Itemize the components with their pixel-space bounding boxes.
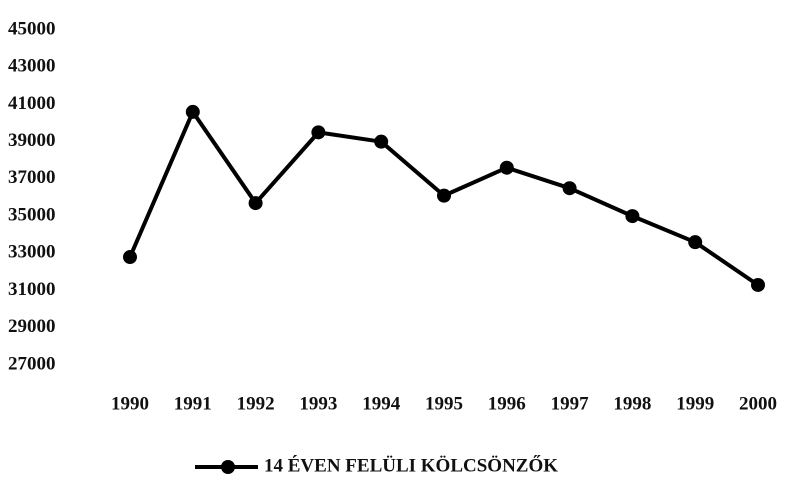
x-tick-label: 1993 [299, 393, 337, 414]
marker [185, 104, 200, 119]
marker [562, 181, 577, 196]
marker [688, 235, 703, 250]
y-tick-label: 33000 [8, 242, 56, 263]
marker [311, 125, 326, 140]
y-tick-label: 27000 [8, 353, 56, 374]
x-tick-label: 2000 [739, 393, 777, 414]
y-tick-label: 35000 [8, 204, 56, 225]
marker [248, 196, 263, 211]
x-tick-label: 1999 [676, 393, 714, 414]
y-tick-label: 41000 [8, 93, 56, 114]
marker [625, 209, 640, 224]
marker [123, 250, 137, 265]
legend-label: 14 ÉVEN FELÜLI KÖLCSÖNZŐK [264, 454, 558, 476]
marker [499, 160, 514, 175]
legend-marker [221, 460, 235, 474]
y-tick-label: 29000 [8, 316, 56, 337]
marker [374, 134, 389, 149]
x-tick-label: 1998 [613, 393, 651, 414]
y-tick-label: 43000 [8, 56, 56, 77]
x-tick-label: 1997 [551, 393, 590, 414]
y-tick-label: 39000 [8, 130, 56, 151]
y-tick-label: 37000 [8, 167, 56, 188]
x-tick-label: 1990 [111, 393, 149, 414]
x-tick-label: 1991 [174, 393, 212, 414]
marker [751, 277, 765, 292]
x-tick-label: 1992 [237, 393, 275, 414]
x-tick-label: 1994 [362, 393, 401, 414]
marker [437, 188, 451, 203]
y-tick-label: 31000 [8, 279, 56, 300]
x-tick-label: 1996 [488, 393, 526, 414]
x-tick-label: 1995 [425, 393, 463, 414]
y-tick-label: 45000 [8, 18, 56, 39]
